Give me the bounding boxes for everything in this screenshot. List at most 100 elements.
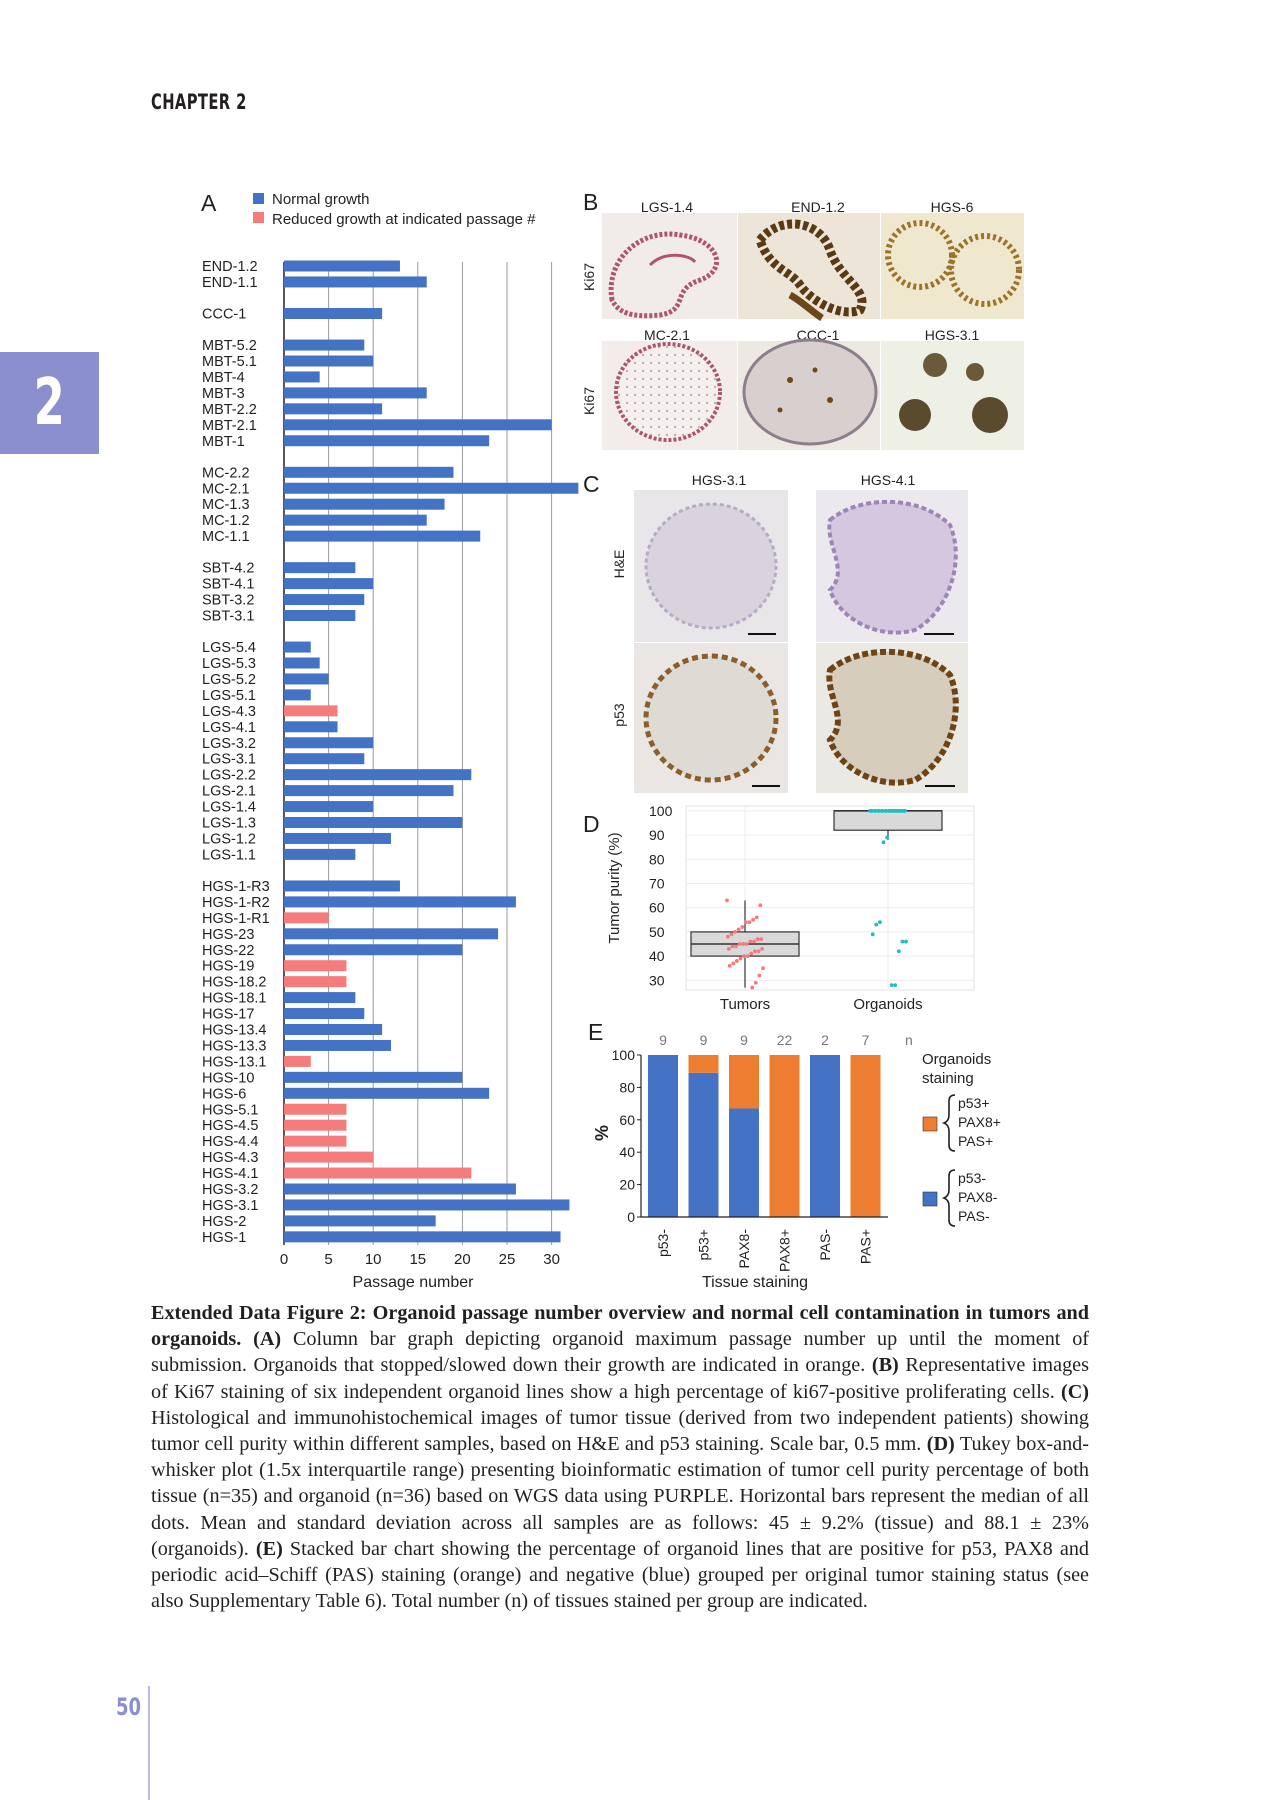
row-label-lgs-5-2: LGS-5.2: [202, 672, 256, 688]
point-organoids-25: [888, 808, 893, 813]
bar-pax8-positive: [769, 1055, 800, 1217]
row-label-lgs-1-4: LGS-1.4: [202, 800, 256, 816]
point-tumors-2: [754, 915, 759, 920]
xtick-pas: PAS-: [817, 1229, 833, 1261]
point-organoids-21: [903, 808, 907, 813]
bar-hgs-19: [284, 960, 347, 972]
bar-lgs-5-4: [284, 641, 311, 653]
bar-lgs-1-2: [284, 832, 392, 844]
bar-mc-2-2: [284, 466, 454, 478]
bar-hgs-18-1: [284, 992, 356, 1004]
xtick-p53: p53-: [655, 1229, 671, 1257]
ytick-60: 60: [619, 1112, 635, 1128]
bar-mbt-4: [284, 371, 320, 383]
ytick-30: 30: [649, 972, 665, 988]
row-label-sbt-4-2: SBT-4.2: [202, 561, 254, 577]
row-label-lgs-3-1: LGS-3.1: [202, 752, 256, 768]
row-label-hgs-3-2: HGS-3.2: [202, 1182, 258, 1198]
point-organoids-22: [899, 808, 904, 813]
bar-mbt-2-2: [284, 403, 383, 415]
ytick-40: 40: [619, 1144, 635, 1160]
point-organoids-31: [904, 939, 908, 944]
panel-b-row-label-1: Ki67: [581, 263, 597, 291]
bar-mbt-1: [284, 435, 490, 447]
p53-image-hgs-4-1: [816, 643, 968, 793]
bar-end-1-2: [284, 260, 400, 272]
legend-label-pax8: PAX8-: [958, 1189, 998, 1205]
row-label-hgs-17: HGS-17: [202, 1007, 254, 1023]
row-label-hgs-4-1: HGS-4.1: [202, 1166, 258, 1182]
caption-e-text: Stacked bar chart showing the percentage…: [151, 1537, 1090, 1613]
n-value-pas: 7: [862, 1032, 870, 1048]
he-image-hgs-4-1: [816, 490, 968, 642]
caption-a-label: (A): [253, 1328, 282, 1351]
point-tumors-23: [753, 949, 757, 954]
bar-hgs-1-r3: [284, 880, 400, 892]
row-label-hgs-4-3: HGS-4.3: [202, 1150, 258, 1166]
panel-a-letter: A: [201, 190, 217, 216]
panel-a-bars: [284, 260, 579, 1243]
point-organoids-27: [881, 840, 886, 845]
legend-label-p53: p53-: [958, 1170, 986, 1186]
point-tumors-15: [744, 942, 749, 946]
panel-e-xlabel: Tissue staining: [702, 1274, 808, 1291]
row-label-hgs-1-r1: HGS-1-R1: [202, 911, 270, 927]
legend-reduced-label: Reduced growth at indicated passage #: [272, 211, 536, 228]
bar-hgs-2: [284, 1215, 436, 1227]
xtick-25: 25: [499, 1251, 516, 1268]
point-tumors-22: [756, 949, 761, 954]
ki67-image-lgs-1-4: [602, 213, 737, 319]
panel-e-bars: [648, 1055, 881, 1217]
ytick-100: 100: [612, 1047, 636, 1063]
caption-title: Extended Data Figure 2: Organoid passage…: [151, 1302, 1089, 1351]
bar-hgs-1: [284, 1231, 561, 1243]
ki67-image-ccc-1: [738, 338, 880, 450]
row-label-lgs-1-1: LGS-1.1: [202, 847, 256, 863]
point-tumors-25: [745, 954, 750, 959]
ytick-80: 80: [649, 851, 665, 867]
point-tumors-31: [761, 966, 765, 971]
row-label-hgs-23: HGS-23: [202, 927, 254, 943]
bar-lgs-3-2: [284, 737, 374, 749]
point-tumors-29: [731, 961, 736, 966]
bar-mc-2-1: [284, 482, 579, 494]
panel-e-letter: E: [588, 1019, 603, 1045]
panel-b: B Ki67 Ki67 LGS-1.4 END-1.2 HGS-6 MC-2.1…: [581, 189, 1024, 450]
panel-a-row-labels: END-1.2END-1.1CCC-1MBT-5.2MBT-5.1MBT-4MB…: [202, 259, 270, 1246]
bar-hgs-1-r2: [284, 896, 516, 908]
xtick-organoids: Organoids: [853, 996, 922, 1013]
legend-reduced-swatch: [253, 212, 264, 223]
bar-lgs-1-4: [284, 801, 374, 813]
panel-b-letter: B: [583, 189, 598, 215]
bar-hgs-5-1: [284, 1103, 347, 1115]
point-tumors-18: [734, 944, 738, 949]
xtick-pas: PAS+: [858, 1229, 874, 1264]
panel-b-title-3: HGS-6: [931, 199, 974, 215]
row-label-mbt-2-2: MBT-2.2: [202, 402, 257, 418]
point-tumors-17: [737, 942, 742, 946]
row-label-hgs-19: HGS-19: [202, 959, 254, 975]
xtick-p53: p53+: [696, 1229, 712, 1261]
bar-lgs-1-3: [284, 817, 463, 828]
ki67-image-hgs-3-1: [881, 341, 1024, 450]
bar-pas-positive: [850, 1055, 881, 1217]
row-label-sbt-4-1: SBT-4.1: [202, 577, 254, 593]
panel-e-axes: [637, 1054, 888, 1218]
panel-c: C HGS-3.1 HGS-4.1 H&E p53: [583, 471, 968, 793]
row-label-mc-2-2: MC-2.2: [202, 465, 250, 481]
panel-b-row-label-2: Ki67: [581, 387, 597, 415]
legend-normal-label: Normal growth: [272, 191, 370, 208]
panel-a-xlabel: Passage number: [353, 1274, 475, 1291]
point-tumors-6: [740, 925, 745, 929]
bar-hgs-3-1: [284, 1199, 570, 1211]
bar-hgs-4-5: [284, 1119, 347, 1131]
panel-e-n-values: 9 9 9 22 2 7: [659, 1032, 870, 1048]
bar-lgs-1-1: [284, 848, 356, 860]
row-label-mc-1-2: MC-1.2: [202, 513, 250, 529]
point-tumors-12: [755, 937, 760, 942]
row-label-mbt-4: MBT-4: [202, 370, 245, 386]
chapter-label: CHAPTER 2: [151, 90, 247, 114]
panel-c-letter: C: [583, 471, 600, 497]
caption-c-label: (C): [1060, 1380, 1089, 1403]
